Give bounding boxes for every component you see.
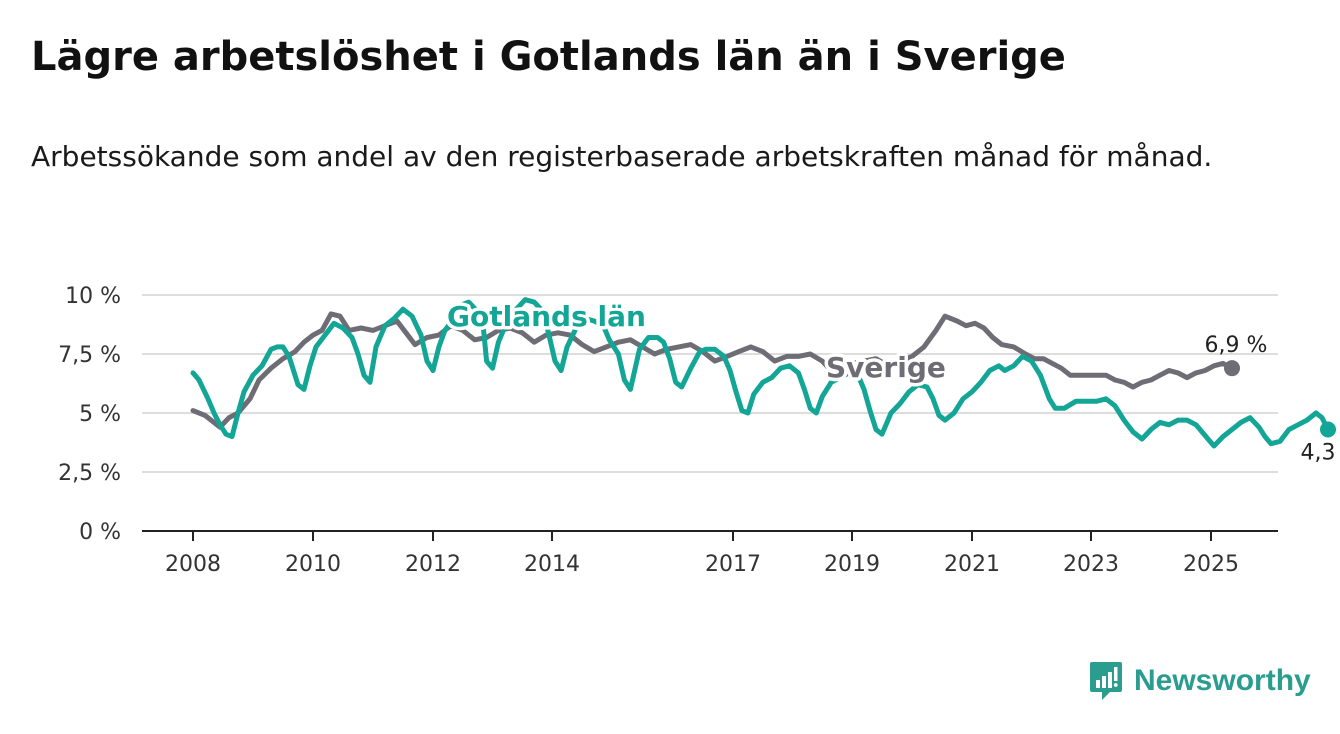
newsworthy-logo-icon <box>1090 662 1122 700</box>
y-tick-label: 7,5 % <box>58 343 121 368</box>
end-value-label-sverige: 6,9 % <box>1205 333 1268 358</box>
x-tick-label: 2012 <box>405 552 461 577</box>
y-tick-label: 0 % <box>79 520 121 545</box>
x-tick-label: 2021 <box>944 552 1000 577</box>
series-labels: Sverige Gotlands län 6,9 % 4,3 % <box>444 297 1340 466</box>
newsworthy-logo: Newsworthy <box>1088 660 1311 702</box>
x-tick-label: 2014 <box>524 552 580 577</box>
series-line-gotland <box>190 297 1331 449</box>
x-tick-label: 2008 <box>165 552 221 577</box>
x-axis-tick-labels: 2008 2010 2012 2014 2017 2019 2021 2023 2025 <box>165 531 1239 577</box>
x-tick-label: 2010 <box>285 552 341 577</box>
y-tick-label: 2,5 % <box>58 461 121 486</box>
series-label-gotland: Gotlands län <box>447 300 646 333</box>
grid-lines <box>142 294 1278 532</box>
y-tick-label: 5 % <box>79 402 121 427</box>
chart-title: Lägre arbetslöshet i Gotlands län än i S… <box>31 34 1066 80</box>
brand-name: Newsworthy <box>1134 664 1311 697</box>
series-end-dot-gotland <box>1320 421 1336 438</box>
x-tick-label: 2023 <box>1063 552 1119 577</box>
series-line-sverige <box>190 311 1235 430</box>
x-tick-label: 2025 <box>1183 552 1239 577</box>
series-lines <box>190 297 1336 449</box>
series-label-sverige: Sverige <box>826 351 946 384</box>
y-axis-tick-labels: 0 % 2,5 % 5 % 7,5 % 10 % <box>58 284 121 545</box>
y-tick-label: 10 % <box>65 284 121 309</box>
chart-subtitle: Arbetssökande som andel av den registerb… <box>31 140 1213 173</box>
x-tick-label: 2019 <box>824 552 880 577</box>
x-tick-label: 2017 <box>705 552 761 577</box>
series-end-dot-sverige <box>1224 360 1240 377</box>
end-value-label-gotland: 4,3 % <box>1301 441 1340 466</box>
